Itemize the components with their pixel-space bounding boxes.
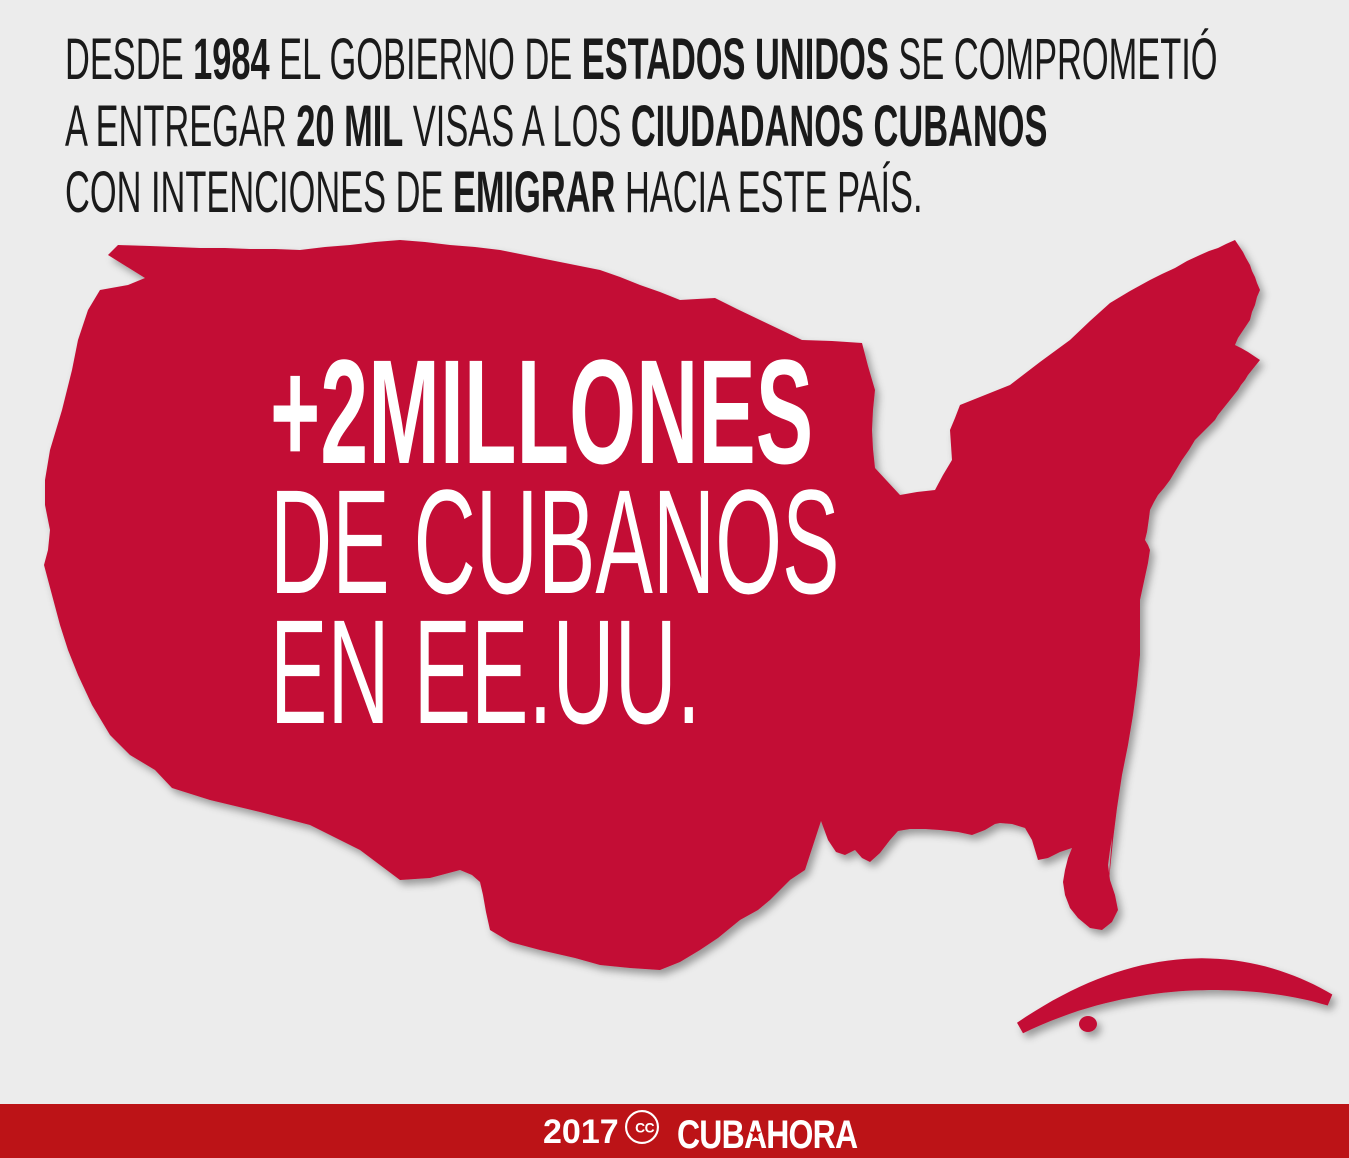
svg-text:C: C bbox=[635, 1119, 645, 1135]
svg-text:C: C bbox=[645, 1119, 655, 1135]
